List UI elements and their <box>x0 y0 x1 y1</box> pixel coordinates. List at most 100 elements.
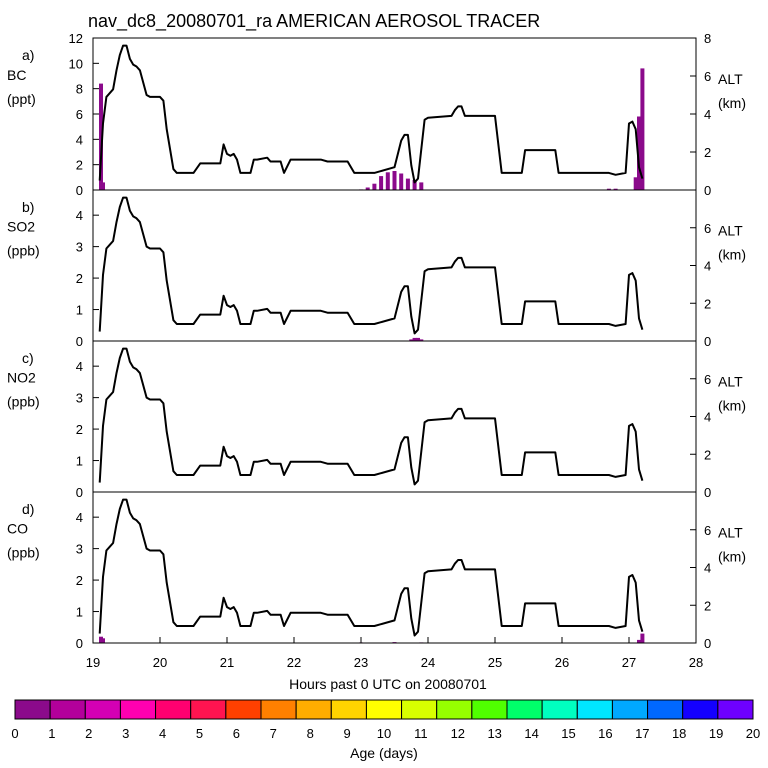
colorbar-tick-label: 0 <box>11 726 18 741</box>
panel-co: 0 1 2 3 4 0 2 4 6 d) CO (ppb) ALT (km) <box>7 491 746 651</box>
alt-unit: (km) <box>718 95 746 111</box>
alt-tick-label: 0 <box>704 636 711 651</box>
y-tick-label: 6 <box>76 107 83 122</box>
y-tick-label: 1 <box>76 605 83 620</box>
tracer-bar <box>409 339 414 341</box>
tracer-bar <box>412 337 417 341</box>
x-axis: 19 20 21 22 23 24 25 26 27 28 <box>86 637 703 670</box>
species-unit: (ppb) <box>7 243 40 259</box>
panel-no2: 0 1 2 3 4 0 2 4 6 c) NO2 (ppb) ALT (km) <box>7 340 746 500</box>
colorbar-swatch <box>190 699 227 720</box>
colorbar-swatch <box>576 699 613 720</box>
y-tick-label: 4 <box>76 208 83 223</box>
y-tick-label: 3 <box>76 240 83 255</box>
species-unit: (ppt) <box>7 91 36 107</box>
panels: 02468101202468a)BC(ppt)ALT(km)012340246b… <box>7 31 746 670</box>
colorbar-tick-label: 15 <box>561 726 575 741</box>
tracer-bar <box>613 188 618 190</box>
tracer-bar <box>640 68 645 190</box>
colorbar-tick-label: 5 <box>196 726 203 741</box>
colorbar-tick-label: 1 <box>48 726 55 741</box>
x-tick-label: 20 <box>153 655 167 670</box>
colorbar-swatch <box>401 699 438 720</box>
colorbar-tick-label: 7 <box>270 726 277 741</box>
alt-tick-label: 4 <box>704 410 711 425</box>
y-tick-label: 3 <box>76 542 83 557</box>
tracer-bar <box>416 337 420 341</box>
colorbar-swatch <box>155 699 192 720</box>
colorbar-swatch <box>260 699 297 720</box>
tracer-bar <box>399 173 404 190</box>
alt-tick-label: 2 <box>704 145 711 160</box>
tracer-bar <box>419 339 424 341</box>
altitude-line <box>98 347 644 486</box>
x-tick-label: 24 <box>421 655 435 670</box>
colorbar-swatch <box>49 699 86 720</box>
colorbar-tick-label: 16 <box>598 726 612 741</box>
tracer-bar <box>392 171 397 190</box>
y-tick-label: 0 <box>76 334 83 349</box>
y-tick-label: 3 <box>76 391 83 406</box>
species-unit: (ppb) <box>7 394 40 410</box>
y-tick-label: 1 <box>76 303 83 318</box>
colorbar-swatch <box>295 699 332 720</box>
alt-tick-label: 6 <box>704 372 711 387</box>
tracer-bar <box>101 182 105 190</box>
alt-tick-label: 4 <box>704 259 711 274</box>
alt-unit: (km) <box>718 398 746 414</box>
species-unit: (ppb) <box>7 545 40 561</box>
tracer-bar <box>372 183 377 190</box>
colorbar-label: Age (days) <box>350 745 418 761</box>
tracer-bar <box>637 116 641 190</box>
alt-unit: (km) <box>718 247 746 263</box>
tracer-bar <box>633 177 638 190</box>
alt-label: ALT <box>718 374 743 390</box>
tracer-bar <box>405 178 410 190</box>
panel-tag: a) <box>22 47 34 63</box>
colorbar-swatch <box>682 699 719 720</box>
alt-label: ALT <box>718 525 743 541</box>
colorbar-swatch <box>471 699 508 720</box>
colorbar-swatch <box>717 699 754 720</box>
x-tick-label: 27 <box>622 655 636 670</box>
colorbar-swatch <box>225 699 262 720</box>
x-tick-label: 26 <box>555 655 569 670</box>
x-tick-label: 28 <box>689 655 703 670</box>
panel-bc: 0 2 4 6 8 10 12 0 2 4 6 8 a) BC (ppt) ALT (km) <box>7 31 746 198</box>
altitude-line <box>98 44 644 184</box>
tracer-bar <box>640 633 645 643</box>
tracer-bar <box>379 176 384 190</box>
alt-tick-label: 4 <box>704 107 711 122</box>
x-tick-label: 21 <box>220 655 234 670</box>
panel-so2: 0 1 2 3 4 0 2 4 6 b) SO2 (ppb) ALT (km) <box>7 189 746 349</box>
y-tick-label: 2 <box>76 158 83 173</box>
alt-unit: (km) <box>718 549 746 565</box>
panel-tag: d) <box>22 501 34 517</box>
y-tick-label: 4 <box>76 132 83 147</box>
colorbar-tick-label: 10 <box>377 726 391 741</box>
colorbar-tick-label: 9 <box>343 726 350 741</box>
colorbar-tick-label: 19 <box>709 726 723 741</box>
species-label: CO <box>7 521 28 537</box>
tracer-bar <box>419 182 424 190</box>
alt-tick-label: 2 <box>704 598 711 613</box>
y-tick-label: 12 <box>69 31 83 46</box>
y-tick-label: 0 <box>76 485 83 500</box>
altitude-line <box>98 498 644 637</box>
alt-label: ALT <box>718 223 743 239</box>
y-tick-label: 4 <box>76 359 83 374</box>
colorbar-tick-label: 6 <box>233 726 240 741</box>
y-tick-label: 0 <box>76 183 83 198</box>
colorbar-swatch <box>436 699 473 720</box>
species-label: NO2 <box>7 370 36 386</box>
alt-label: ALT <box>718 71 743 87</box>
panel-tag: c) <box>22 350 34 366</box>
tracer-bar <box>606 188 611 190</box>
alt-tick-label: 6 <box>704 523 711 538</box>
x-tick-label: 22 <box>287 655 301 670</box>
altitude-line <box>98 196 644 335</box>
colorbar-tick-label: 11 <box>414 726 428 741</box>
age-colorbar: 0 1 2 3 4 5 6 7 8 9 10 11 12 13 14 15 16 17 18 19 20 <box>11 699 760 741</box>
colorbar-tick-label: 18 <box>672 726 686 741</box>
tracer-bar <box>365 187 370 190</box>
